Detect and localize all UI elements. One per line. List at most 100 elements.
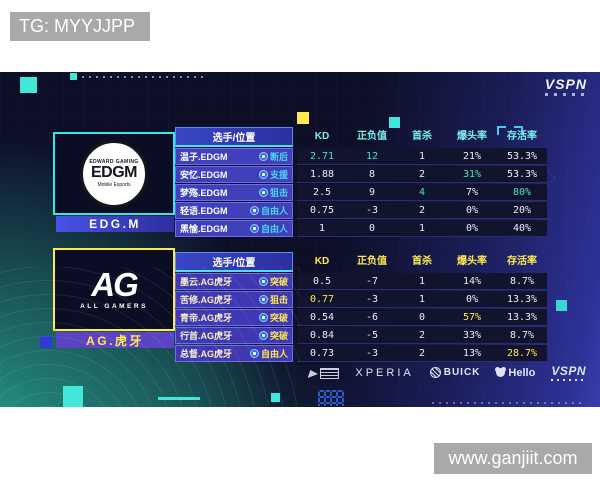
deco-square xyxy=(63,386,83,407)
col-header-survival: 存活率 xyxy=(507,256,537,267)
stat-survival: 13.3% xyxy=(506,312,538,323)
stat-survival: 8.7% xyxy=(509,276,535,287)
player-cell: 墨云.AG虎牙 突破 xyxy=(175,273,293,290)
stat-plusminus: -6 xyxy=(365,312,379,323)
col-header-plusminus: 正负值 xyxy=(357,131,387,142)
position-label: 自由人 xyxy=(260,206,288,216)
player-name: 温子.EDGM xyxy=(180,152,228,162)
player-name: 墨云.AG虎牙 xyxy=(180,277,233,287)
player-cell: 行首.AG虎牙 突破 xyxy=(175,327,293,344)
stat-kd: 0.84 xyxy=(309,330,335,341)
deco-dotted-line xyxy=(82,76,208,78)
player-name: 梦殇.EDGM xyxy=(180,188,228,198)
stat-kd: 0.5 xyxy=(312,276,332,287)
player-cell: 青帝.AG虎牙 突破 xyxy=(175,309,293,326)
stat-survival: 13.3% xyxy=(506,294,538,305)
col-header-headshot: 爆头率 xyxy=(457,131,487,142)
stat-firstkill: 1 xyxy=(418,294,426,305)
player-cell: 总督.AG虎牙 自由人 xyxy=(175,345,293,362)
stat-headshot: 0% xyxy=(465,294,479,305)
stat-firstkill: 1 xyxy=(418,151,426,162)
position-icon xyxy=(258,188,268,197)
edgm-logo: EDWARD GAMING EDGM Mobile Esports xyxy=(80,139,148,208)
stat-plusminus: -3 xyxy=(365,294,379,305)
stat-survival: 20% xyxy=(512,205,532,216)
position-icon xyxy=(258,152,268,161)
deco-square xyxy=(389,117,400,128)
stat-survival: 80% xyxy=(512,187,532,198)
player-cell: 黑愉.EDGM 自由人 xyxy=(175,220,293,237)
edgm-logo-sub-text: Mobile Esports xyxy=(97,182,131,188)
deco-square xyxy=(556,300,567,311)
stat-headshot: 13% xyxy=(462,348,482,359)
match-stats-banner: VSPN EDWARD GAMING EDGM Mobile Esports E… xyxy=(0,72,600,407)
ag-logo-sub-text: ALL GAMERS xyxy=(80,303,148,311)
player-cell: 轻语.EDGM 自由人 xyxy=(175,202,293,219)
stat-plusminus: 8 xyxy=(368,169,376,180)
hello-logo: Hello xyxy=(496,367,535,379)
stat-plusminus: -7 xyxy=(365,276,379,287)
ag-logo: AG ALL GAMERS xyxy=(80,268,148,311)
table-row: 黑愉.EDGM 自由人 1 0 1 0% 40% xyxy=(175,220,547,237)
position-icon xyxy=(249,349,259,358)
col-header-firstkill: 首杀 xyxy=(412,256,432,267)
tg-watermark-label: TG: MYYJJPP xyxy=(19,16,136,36)
hello-mascot-icon xyxy=(496,368,506,377)
ag-logo-main-text: AG xyxy=(91,266,138,304)
deco-square xyxy=(40,336,52,348)
team-ag-logo-box: AG ALL GAMERS xyxy=(53,248,175,331)
buick-emblem-icon xyxy=(429,367,441,378)
table-row: 苦修.AG虎牙 狙击 0.77 -3 1 0% 13.3% xyxy=(175,291,547,308)
stat-headshot: 0% xyxy=(465,223,479,234)
stat-firstkill: 1 xyxy=(418,223,426,234)
col-header-plusminus: 正负值 xyxy=(357,256,387,267)
position-icon xyxy=(258,331,268,340)
position-label: 断后 xyxy=(269,152,288,162)
deco-line xyxy=(158,397,200,400)
position-label: 狙击 xyxy=(269,295,288,305)
position-icon xyxy=(258,313,268,322)
player-name: 苦修.AG虎牙 xyxy=(180,295,233,305)
deco-square xyxy=(70,73,77,80)
stat-headshot: 33% xyxy=(462,330,482,341)
position-label: 自由人 xyxy=(260,349,288,359)
stat-kd: 0.75 xyxy=(309,205,335,216)
table-header: 选手/位置 KD 正负值 首杀 爆头率 存活率 xyxy=(175,252,547,272)
position-icon xyxy=(249,224,259,233)
edgm-logo-main-text: EDGM xyxy=(91,164,138,181)
table-header: 选手/位置 KD 正负值 首杀 爆头率 存活率 xyxy=(175,127,547,147)
position-label: 自由人 xyxy=(260,224,288,234)
table-row: 轻语.EDGM 自由人 0.75 -3 2 0% 20% xyxy=(175,202,547,219)
position-label: 突破 xyxy=(269,313,288,323)
deco-square xyxy=(297,112,309,124)
player-position-header: 选手/位置 xyxy=(175,252,293,272)
player-cell: 温子.EDGM 断后 xyxy=(175,148,293,165)
table-row: 总督.AG虎牙 自由人 0.73 -3 2 13% 28.7% xyxy=(175,345,547,362)
stat-firstkill: 4 xyxy=(418,187,426,198)
stat-firstkill: 2 xyxy=(418,348,426,359)
player-name: 总督.AG虎牙 xyxy=(180,349,233,359)
stat-plusminus: -3 xyxy=(365,205,379,216)
deco-square xyxy=(20,77,37,93)
table-row: 墨云.AG虎牙 突破 0.5 -7 1 14% 8.7% xyxy=(175,273,547,290)
stat-plusminus: 9 xyxy=(368,187,376,198)
stat-plusminus: 12 xyxy=(365,151,379,162)
deco-square xyxy=(271,393,280,402)
player-cell: 安忆.EDGM 支援 xyxy=(175,166,293,183)
deco-bracket xyxy=(497,126,523,135)
stats-table-ag: 选手/位置 KD 正负值 首杀 爆头率 存活率 墨云.AG虎牙 突破 0.5 xyxy=(175,252,547,362)
player-name: 轻语.EDGM xyxy=(180,206,228,216)
stat-kd: 0.54 xyxy=(309,312,335,323)
stats-table-edgm: 选手/位置 KD 正负值 首杀 爆头率 存活率 温子.EDGM 断后 2.71 xyxy=(175,127,547,237)
tg-watermark: TG: MYYJJPP xyxy=(10,12,150,41)
team-edgm-name-bar: EDG.M xyxy=(56,216,174,232)
table-row: 安忆.EDGM 支援 1.88 8 2 31% 53.3% xyxy=(175,166,547,183)
stat-kd: 2.5 xyxy=(312,187,332,198)
col-header-kd: KD xyxy=(314,131,330,142)
player-name: 青帝.AG虎牙 xyxy=(180,313,233,323)
position-icon xyxy=(249,206,259,215)
stat-survival: 28.7% xyxy=(506,348,538,359)
col-header-kd: KD xyxy=(314,256,330,267)
buick-logo-text: BUICK xyxy=(443,367,481,378)
stat-survival: 53.3% xyxy=(506,151,538,162)
